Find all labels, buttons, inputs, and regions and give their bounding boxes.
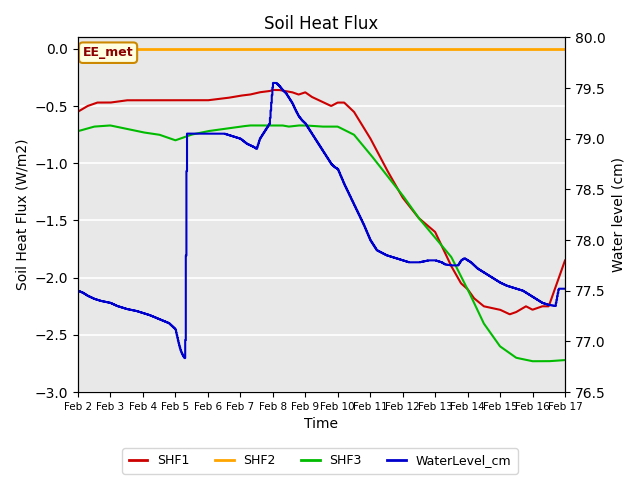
SHF2 [493, 46, 501, 52]
WaterLevel_cm [385, 253, 393, 259]
Line: SHF3: SHF3 [78, 125, 565, 361]
WaterLevel_cm [104, 300, 111, 305]
SHF1 [385, 170, 392, 176]
SHF3 [494, 340, 502, 346]
Line: WaterLevel_cm: WaterLevel_cm [78, 83, 565, 358]
SHF1 [494, 306, 502, 312]
Line: SHF1: SHF1 [78, 90, 565, 314]
SHF2 [370, 46, 378, 52]
SHF1 [358, 121, 365, 127]
SHF1 [444, 256, 452, 262]
Title: Soil Heat Flux: Soil Heat Flux [264, 15, 379, 33]
Text: EE_met: EE_met [83, 46, 133, 59]
SHF3 [74, 128, 82, 134]
WaterLevel_cm [445, 262, 452, 268]
WaterLevel_cm [561, 286, 569, 292]
WaterLevel_cm [495, 279, 502, 285]
SHF2 [444, 46, 451, 52]
SHF1 [104, 100, 111, 106]
SHF2 [561, 46, 569, 52]
SHF3 [104, 123, 111, 129]
Y-axis label: Soil Heat Flux (W/m2): Soil Heat Flux (W/m2) [15, 139, 29, 290]
SHF3 [371, 156, 378, 162]
SHF2 [104, 46, 111, 52]
Y-axis label: Water level (cm): Water level (cm) [611, 157, 625, 272]
WaterLevel_cm [74, 288, 82, 294]
SHF1 [74, 109, 82, 115]
WaterLevel_cm [269, 80, 277, 86]
SHF3 [385, 175, 392, 180]
WaterLevel_cm [371, 244, 379, 250]
SHF3 [246, 122, 254, 128]
SHF3 [358, 141, 365, 146]
WaterLevel_cm [180, 355, 188, 361]
SHF1 [561, 258, 569, 264]
SHF3 [444, 250, 452, 256]
X-axis label: Time: Time [305, 418, 339, 432]
SHF1 [269, 87, 277, 93]
Legend: SHF1, SHF2, SHF3, WaterLevel_cm: SHF1, SHF2, SHF3, WaterLevel_cm [122, 448, 518, 474]
WaterLevel_cm [358, 218, 366, 224]
SHF2 [357, 46, 365, 52]
SHF1 [506, 312, 514, 317]
SHF2 [385, 46, 392, 52]
SHF2 [74, 46, 82, 52]
SHF3 [561, 357, 569, 363]
SHF1 [371, 143, 378, 149]
SHF3 [529, 359, 536, 364]
